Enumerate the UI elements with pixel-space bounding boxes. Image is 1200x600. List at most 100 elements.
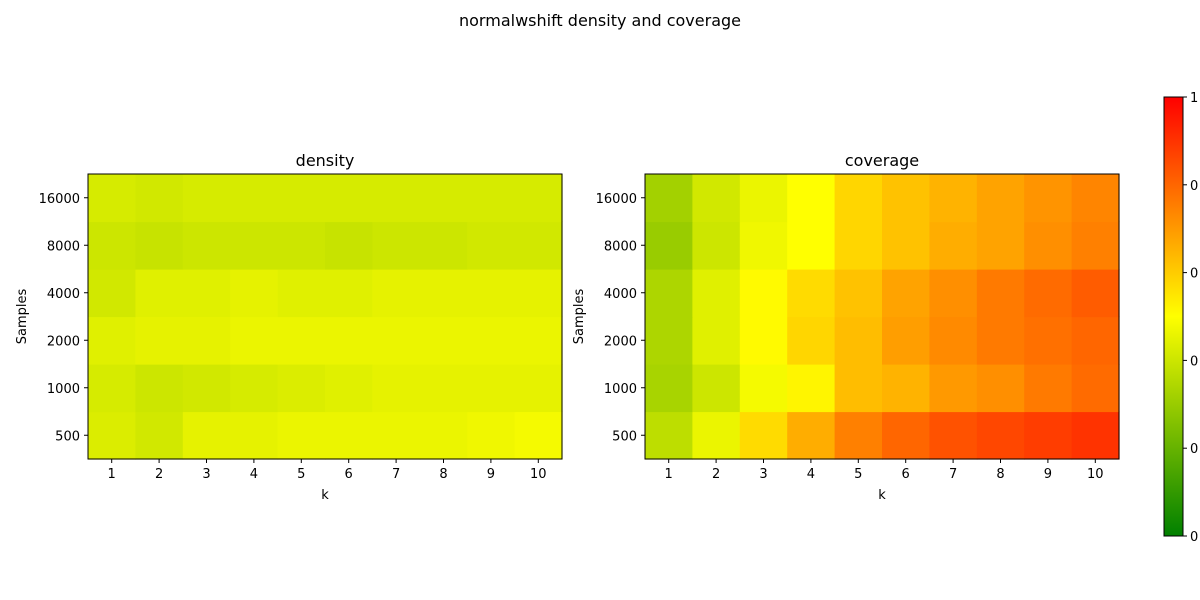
heatmap-cell: [692, 221, 741, 270]
heatmap-cell: [692, 364, 741, 413]
heatmap-cell: [325, 269, 373, 318]
heatmap-cell: [419, 411, 468, 460]
x-tick-label: 4: [250, 467, 258, 482]
heatmap-cell: [419, 221, 468, 270]
heatmap-cell: [787, 316, 836, 365]
heatmap-cell: [182, 411, 231, 460]
colorbar-tick-label: 1: [1190, 91, 1198, 106]
colorbar: 0 0 0 0 0 1: [1163, 91, 1198, 545]
x-axis-label: k: [321, 488, 329, 503]
axes-frame: [644, 173, 1120, 460]
heatmap-cell: [692, 269, 741, 318]
heatmap-cell: [976, 316, 1025, 365]
y-tick-label: 16000: [596, 192, 637, 207]
y-axis-label: Samples: [572, 289, 587, 345]
heatmap-cell: [419, 269, 468, 318]
y-tick-label: 4000: [604, 287, 637, 302]
heatmap-cell: [514, 316, 563, 365]
heatmap-cell: [929, 221, 978, 270]
heatmap-cell: [787, 269, 836, 318]
heatmap-cell: [645, 364, 693, 413]
heatmap-cell: [277, 364, 326, 413]
heatmap-cell: [88, 174, 136, 223]
heatmap-cell: [739, 269, 788, 318]
x-tick-label: 4: [807, 467, 815, 482]
heatmap-cell: [645, 221, 693, 270]
axes-title: coverage: [845, 151, 919, 170]
heatmap-cell: [1071, 174, 1120, 223]
heatmap-cell: [514, 269, 563, 318]
heatmap-cell: [135, 221, 184, 270]
y-tick-label: 16000: [39, 192, 80, 207]
heatmap-cell: [277, 411, 326, 460]
heatmap-cell: [1071, 316, 1120, 365]
heatmap-cell: [1024, 174, 1073, 223]
heatmap-cell: [182, 364, 231, 413]
heatmap-cell: [182, 221, 231, 270]
x-tick-label: 2: [712, 467, 720, 482]
x-tick-label: 3: [202, 467, 210, 482]
heatmap-cell: [514, 364, 563, 413]
heatmap-cell: [1024, 221, 1073, 270]
heatmap-cell: [645, 174, 693, 223]
heatmap-cell: [882, 174, 930, 223]
x-tick-label: 7: [949, 467, 957, 482]
heatmap-cell: [135, 174, 184, 223]
heatmap-cell: [277, 174, 326, 223]
heatmap-cell: [882, 411, 930, 460]
heatmap-cell: [419, 364, 468, 413]
heatmap-cell: [976, 174, 1025, 223]
heatmap-cell: [135, 411, 184, 460]
x-tick-label: 5: [854, 467, 862, 482]
heatmap-cell: [372, 364, 421, 413]
heatmap-cell: [645, 269, 693, 318]
coverage-panel: coverage 1 2 3 4 5 6 7 8 9 10 500 1000 2000 4000 8000 16…: [572, 151, 1120, 503]
heatmap-cell: [325, 364, 373, 413]
x-tick-label: 9: [487, 467, 495, 482]
heatmap-cell: [325, 174, 373, 223]
heatmap-cell: [372, 221, 421, 270]
heatmap-cell: [692, 174, 741, 223]
density-panel: density 1 2 3 4 5 6 7 8 9 10 500 1000 2000 4000 8000 160…: [15, 151, 563, 503]
axes-frame: [87, 173, 563, 460]
heatmap-cell: [88, 269, 136, 318]
heatmap-cell: [182, 316, 231, 365]
colorbar-gradient: [1163, 96, 1184, 537]
heatmap-cell: [419, 316, 468, 365]
x-tick-label: 8: [439, 467, 447, 482]
y-tick-label: 2000: [604, 334, 637, 349]
x-tick-label: 3: [759, 467, 767, 482]
x-tick-label: 2: [155, 467, 163, 482]
y-tick-label: 8000: [604, 239, 637, 254]
x-tick-label: 9: [1044, 467, 1052, 482]
heatmap-cell: [1071, 221, 1120, 270]
heatmap-cell: [929, 411, 978, 460]
heatmap-cell: [1071, 269, 1120, 318]
heatmap-cell: [88, 364, 136, 413]
heatmap-cell: [929, 364, 978, 413]
heatmap-cell: [230, 269, 279, 318]
heatmap-cell: [1024, 269, 1073, 318]
axes-title: density: [296, 151, 355, 170]
heatmap-cell: [976, 411, 1025, 460]
colorbar-tick-label: 0: [1190, 354, 1198, 369]
heatmap-cell: [1071, 364, 1120, 413]
heatmap-cell: [929, 316, 978, 365]
y-tick-label: 4000: [47, 287, 80, 302]
figure-title: normalwshift density and coverage: [459, 11, 741, 30]
heatmap-cell: [467, 316, 516, 365]
colorbar-tick-label: 0: [1190, 179, 1198, 194]
colorbar-tick-label: 0: [1190, 442, 1198, 457]
heatmap-cell: [514, 174, 563, 223]
heatmap-cell: [88, 411, 136, 460]
heatmap-cell: [372, 411, 421, 460]
colorbar-tick-label: 0: [1190, 267, 1198, 282]
heatmap-cell: [929, 269, 978, 318]
heatmap-cell: [882, 364, 930, 413]
x-tick-label: 1: [665, 467, 673, 482]
heatmap-cell: [182, 269, 231, 318]
heatmap-cell: [787, 221, 836, 270]
heatmap-cell: [419, 174, 468, 223]
heatmap-cell: [692, 316, 741, 365]
heatmap-cell: [514, 411, 563, 460]
